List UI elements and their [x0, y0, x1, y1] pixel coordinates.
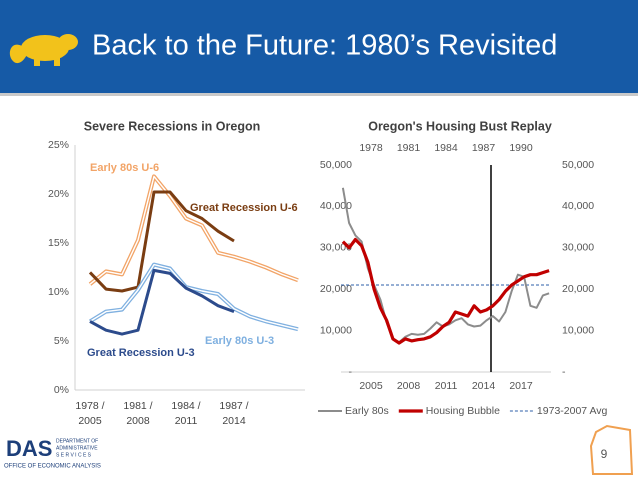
y-tick-label: 50,000	[320, 159, 352, 171]
x-tick-label: 2014	[472, 380, 496, 392]
logo-department: ADMINISTRATIVE	[56, 445, 98, 451]
series-line	[341, 187, 550, 344]
logo-department: DEPARTMENT OF	[56, 438, 98, 444]
series-line	[89, 268, 235, 336]
y2-tick-label: 40,000	[562, 200, 594, 212]
y2-tick-label: 50,000	[562, 159, 594, 171]
page-number: 9	[601, 447, 608, 461]
chart-title: Severe Recessions in Oregon	[84, 119, 260, 133]
series-label: Early 80s U-3	[205, 335, 274, 347]
legend-label: Early 80s	[345, 405, 389, 417]
oregon-outline	[589, 424, 634, 475]
y-tick-label: 5%	[54, 335, 69, 347]
beaver-logo	[9, 34, 78, 66]
y2-tick-label: 10,000	[562, 324, 594, 336]
y-tick-label: 20%	[48, 188, 69, 200]
y-tick-label: 15%	[48, 237, 69, 249]
series-label: Great Recession U-3	[87, 347, 195, 359]
y-tick-label: 25%	[48, 139, 69, 151]
x2-tick-label: 1984	[434, 142, 458, 154]
x-tick-label: 1987 / 2014	[219, 400, 249, 427]
y-tick-label: 40,000	[320, 200, 352, 212]
x-tick-label: 2005	[359, 380, 383, 392]
slide-title: Back to the Future: 1980’s Revisited	[92, 30, 557, 62]
series-line	[341, 237, 550, 345]
legend-label: 1973-2007 Avg	[537, 405, 608, 417]
header-band	[0, 0, 638, 93]
series-label: Great Recession U-6	[190, 202, 298, 214]
x2-tick-label: 1990	[509, 142, 533, 154]
logo-office: OFFICE OF ECONOMIC ANALYSIS	[4, 464, 101, 470]
x-tick-label-box: 1981 / 2008	[123, 400, 153, 427]
x-tick-label: 1981 / 2008	[123, 400, 153, 427]
x2-tick-label: 1981	[397, 142, 421, 154]
y2-tick-label: 30,000	[562, 242, 594, 254]
series-line-inner	[89, 263, 299, 330]
legend-label: Housing Bubble	[426, 405, 500, 417]
x-tick-label-box: 1978 / 2005	[75, 400, 105, 427]
series-line	[88, 190, 235, 293]
x2-tick-label: 1987	[472, 142, 496, 154]
y-tick-label: 0%	[54, 384, 69, 396]
x-tick-label: 1978 / 2005	[75, 400, 105, 427]
chart-title: Oregon's Housing Bust Replay	[368, 119, 552, 133]
logo-department: S E R V I C E S	[56, 452, 92, 458]
y-tick-label: 10,000	[320, 324, 352, 336]
x2-tick-label: 1978	[359, 142, 383, 154]
series-line-inner	[89, 175, 299, 285]
y2-tick-label: -	[562, 366, 566, 378]
y2-tick-label: 20,000	[562, 283, 594, 295]
x-tick-label-box: 1984 / 2011	[171, 400, 201, 427]
header-rule	[0, 93, 638, 96]
y-tick-label: 10%	[48, 286, 69, 298]
x-tick-label: 2008	[397, 380, 421, 392]
series-label: Early 80s U-6	[90, 162, 159, 174]
y-tick-label: -	[349, 366, 353, 378]
x-tick-label: 2011	[435, 380, 458, 392]
x-tick-label-box: 1987 / 2014	[219, 400, 249, 427]
x-tick-label: 1984 / 2011	[171, 400, 201, 427]
x-tick-label: 2017	[509, 380, 533, 392]
y-tick-label: 20,000	[320, 283, 352, 295]
logo-text: DAS	[6, 436, 52, 461]
